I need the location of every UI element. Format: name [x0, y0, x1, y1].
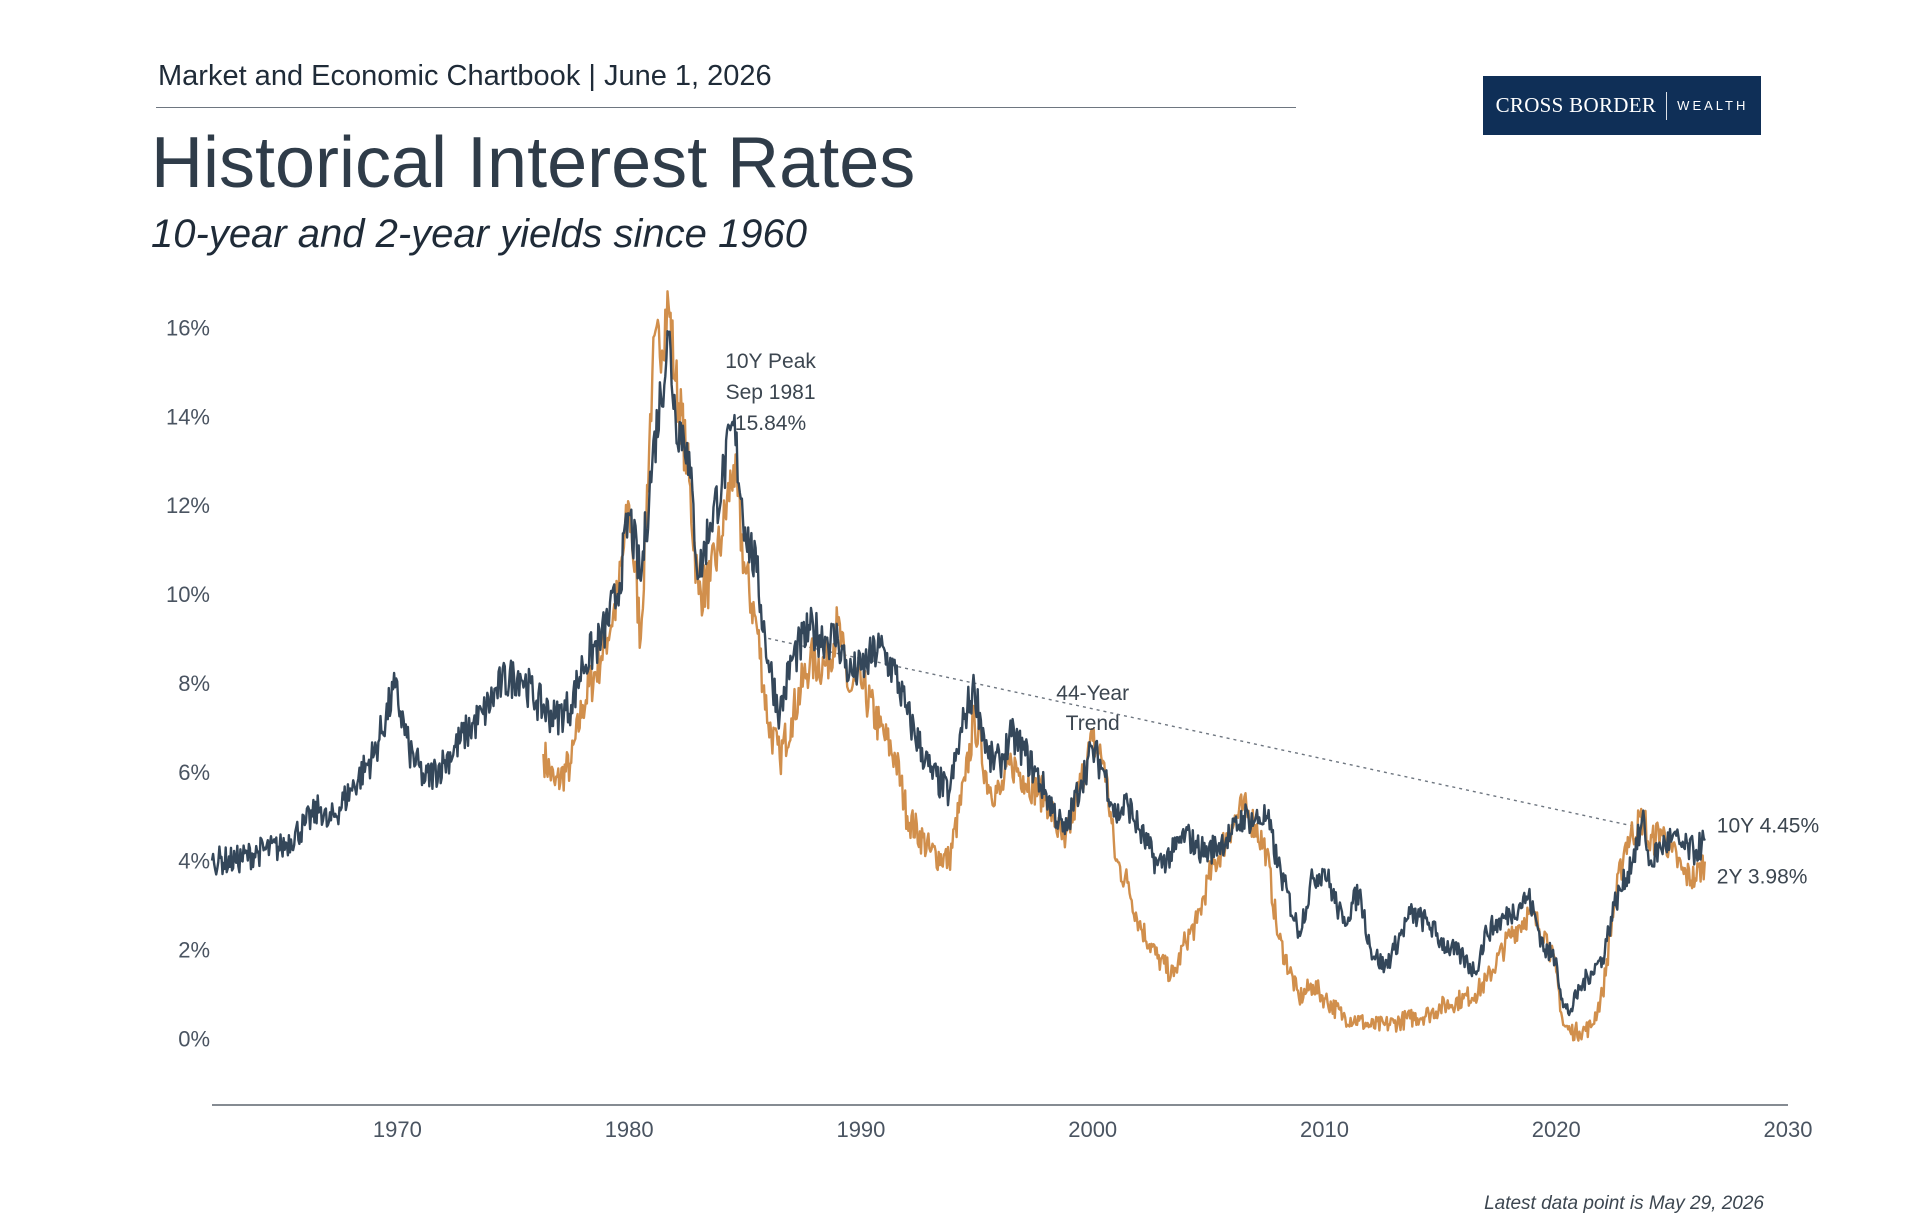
page-title: Historical Interest Rates	[151, 123, 916, 203]
y-tick-label: 16%	[166, 315, 210, 340]
logo-main-text: CROSS BORDER	[1495, 93, 1657, 117]
y-tick-label: 6%	[178, 760, 210, 785]
y-tick-label: 8%	[178, 671, 210, 696]
x-tick-label: 1980	[605, 1117, 654, 1142]
chartbook-kicker: Market and Economic Chartbook | June 1, …	[158, 60, 772, 92]
page-subtitle: 10-year and 2-year yields since 1960	[151, 212, 807, 256]
trend-annotation-line: Trend	[1066, 712, 1120, 735]
series-line-2y	[542, 290, 1706, 1042]
peak-annotation-line: 15.84%	[735, 412, 806, 435]
series-end-label-10y: 10Y 4.45%	[1717, 815, 1819, 838]
trend-line	[768, 637, 1650, 831]
y-tick-label: 2%	[178, 937, 210, 962]
x-tick-label: 2030	[1764, 1117, 1813, 1142]
series-line-10y	[210, 330, 1706, 1017]
trend-annotation-line: 44-Year	[1056, 682, 1129, 705]
x-tick-label: 2000	[1068, 1117, 1117, 1142]
header-divider	[156, 107, 1296, 108]
peak-annotation-line: Sep 1981	[726, 381, 816, 404]
x-tick-label: 2010	[1300, 1117, 1349, 1142]
peak-annotation-line: 10Y Peak	[725, 350, 816, 373]
y-tick-label: 14%	[166, 404, 210, 429]
latest-data-note: Latest data point is May 29, 2026	[1484, 1193, 1764, 1214]
series-end-label-2y: 2Y 3.98%	[1717, 866, 1808, 889]
brand-logo: CROSS BORDER WEALTH	[1483, 76, 1761, 135]
y-tick-label: 4%	[178, 849, 210, 874]
y-tick-label: 0%	[178, 1026, 210, 1051]
y-tick-label: 10%	[166, 582, 210, 607]
x-tick-label: 1970	[373, 1117, 422, 1142]
logo-sub-text: WEALTH	[1677, 98, 1749, 113]
y-tick-label: 12%	[166, 493, 210, 518]
x-tick-label: 2020	[1532, 1117, 1581, 1142]
x-tick-label: 1990	[836, 1117, 885, 1142]
logo-divider	[1666, 91, 1668, 120]
